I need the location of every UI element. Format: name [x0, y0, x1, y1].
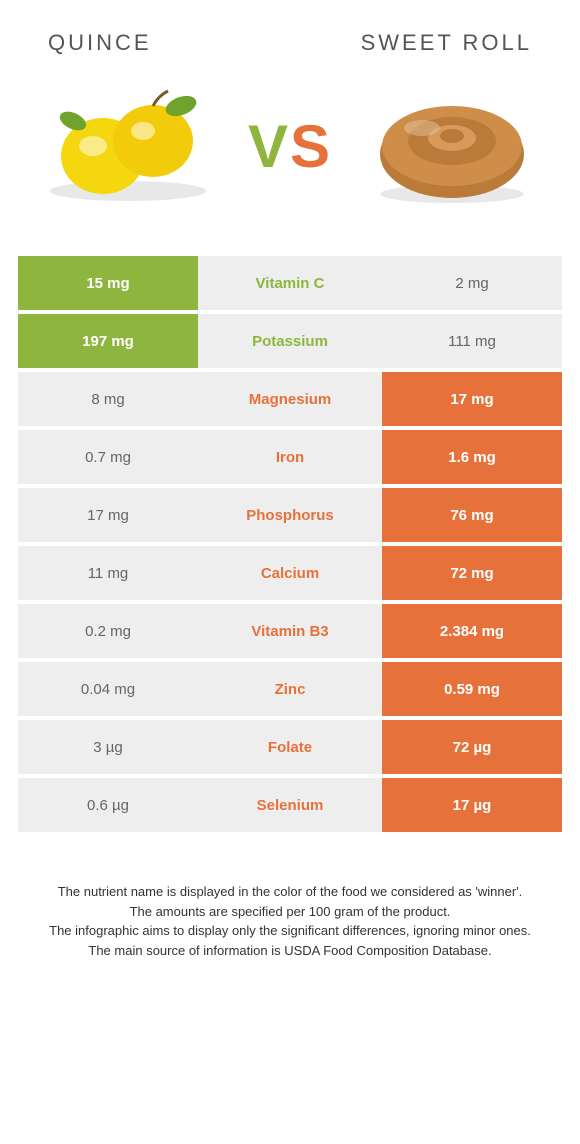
right-value: 111 mg	[382, 314, 562, 368]
table-row: 0.2 mgVitamin B32.384 mg	[18, 604, 562, 658]
table-row: 8 mgMagnesium17 mg	[18, 372, 562, 426]
left-value: 15 mg	[18, 256, 198, 310]
nutrient-name: Vitamin C	[198, 256, 382, 310]
nutrient-name: Calcium	[198, 546, 382, 600]
left-value: 8 mg	[18, 372, 198, 426]
table-row: 0.6 µgSelenium17 µg	[18, 778, 562, 832]
right-value: 72 mg	[382, 546, 562, 600]
footnote-line: The main source of information is USDA F…	[24, 941, 556, 961]
left-value: 0.7 mg	[18, 430, 198, 484]
nutrient-name: Iron	[198, 430, 382, 484]
left-value: 197 mg	[18, 314, 198, 368]
sweet-roll-image	[362, 86, 542, 206]
nutrient-name: Phosphorus	[198, 488, 382, 542]
right-value: 17 mg	[382, 372, 562, 426]
nutrient-name: Folate	[198, 720, 382, 774]
left-value: 0.6 µg	[18, 778, 198, 832]
nutrient-name: Potassium	[198, 314, 382, 368]
right-value: 2.384 mg	[382, 604, 562, 658]
vs-label: VS	[248, 112, 332, 181]
hero-row: VS	[18, 86, 562, 256]
titles-row: QUINCE SWEET ROLL	[18, 20, 562, 86]
table-row: 0.04 mgZinc0.59 mg	[18, 662, 562, 716]
table-row: 197 mgPotassium111 mg	[18, 314, 562, 368]
quince-image	[38, 86, 218, 206]
left-food-title: QUINCE	[48, 30, 152, 56]
left-value: 17 mg	[18, 488, 198, 542]
left-value: 11 mg	[18, 546, 198, 600]
vs-s-letter: S	[290, 113, 332, 180]
nutrient-name: Selenium	[198, 778, 382, 832]
right-food-title: SWEET ROLL	[361, 30, 532, 56]
left-value: 0.2 mg	[18, 604, 198, 658]
footnote-line: The infographic aims to display only the…	[24, 921, 556, 941]
infographic-container: QUINCE SWEET ROLL VS	[0, 0, 580, 990]
right-value: 2 mg	[382, 256, 562, 310]
right-value: 17 µg	[382, 778, 562, 832]
footnote-line: The nutrient name is displayed in the co…	[24, 882, 556, 902]
footnote-line: The amounts are specified per 100 gram o…	[24, 902, 556, 922]
nutrient-name: Vitamin B3	[198, 604, 382, 658]
left-value: 3 µg	[18, 720, 198, 774]
table-row: 11 mgCalcium72 mg	[18, 546, 562, 600]
left-value: 0.04 mg	[18, 662, 198, 716]
nutrient-name: Zinc	[198, 662, 382, 716]
nutrient-table: 15 mgVitamin C2 mg197 mgPotassium111 mg8…	[18, 256, 562, 832]
right-value: 76 mg	[382, 488, 562, 542]
nutrient-name: Magnesium	[198, 372, 382, 426]
right-value: 0.59 mg	[382, 662, 562, 716]
footnotes: The nutrient name is displayed in the co…	[18, 882, 562, 960]
right-value: 72 µg	[382, 720, 562, 774]
table-row: 17 mgPhosphorus76 mg	[18, 488, 562, 542]
table-row: 3 µgFolate72 µg	[18, 720, 562, 774]
vs-v-letter: V	[248, 113, 290, 180]
table-row: 0.7 mgIron1.6 mg	[18, 430, 562, 484]
right-value: 1.6 mg	[382, 430, 562, 484]
table-row: 15 mgVitamin C2 mg	[18, 256, 562, 310]
